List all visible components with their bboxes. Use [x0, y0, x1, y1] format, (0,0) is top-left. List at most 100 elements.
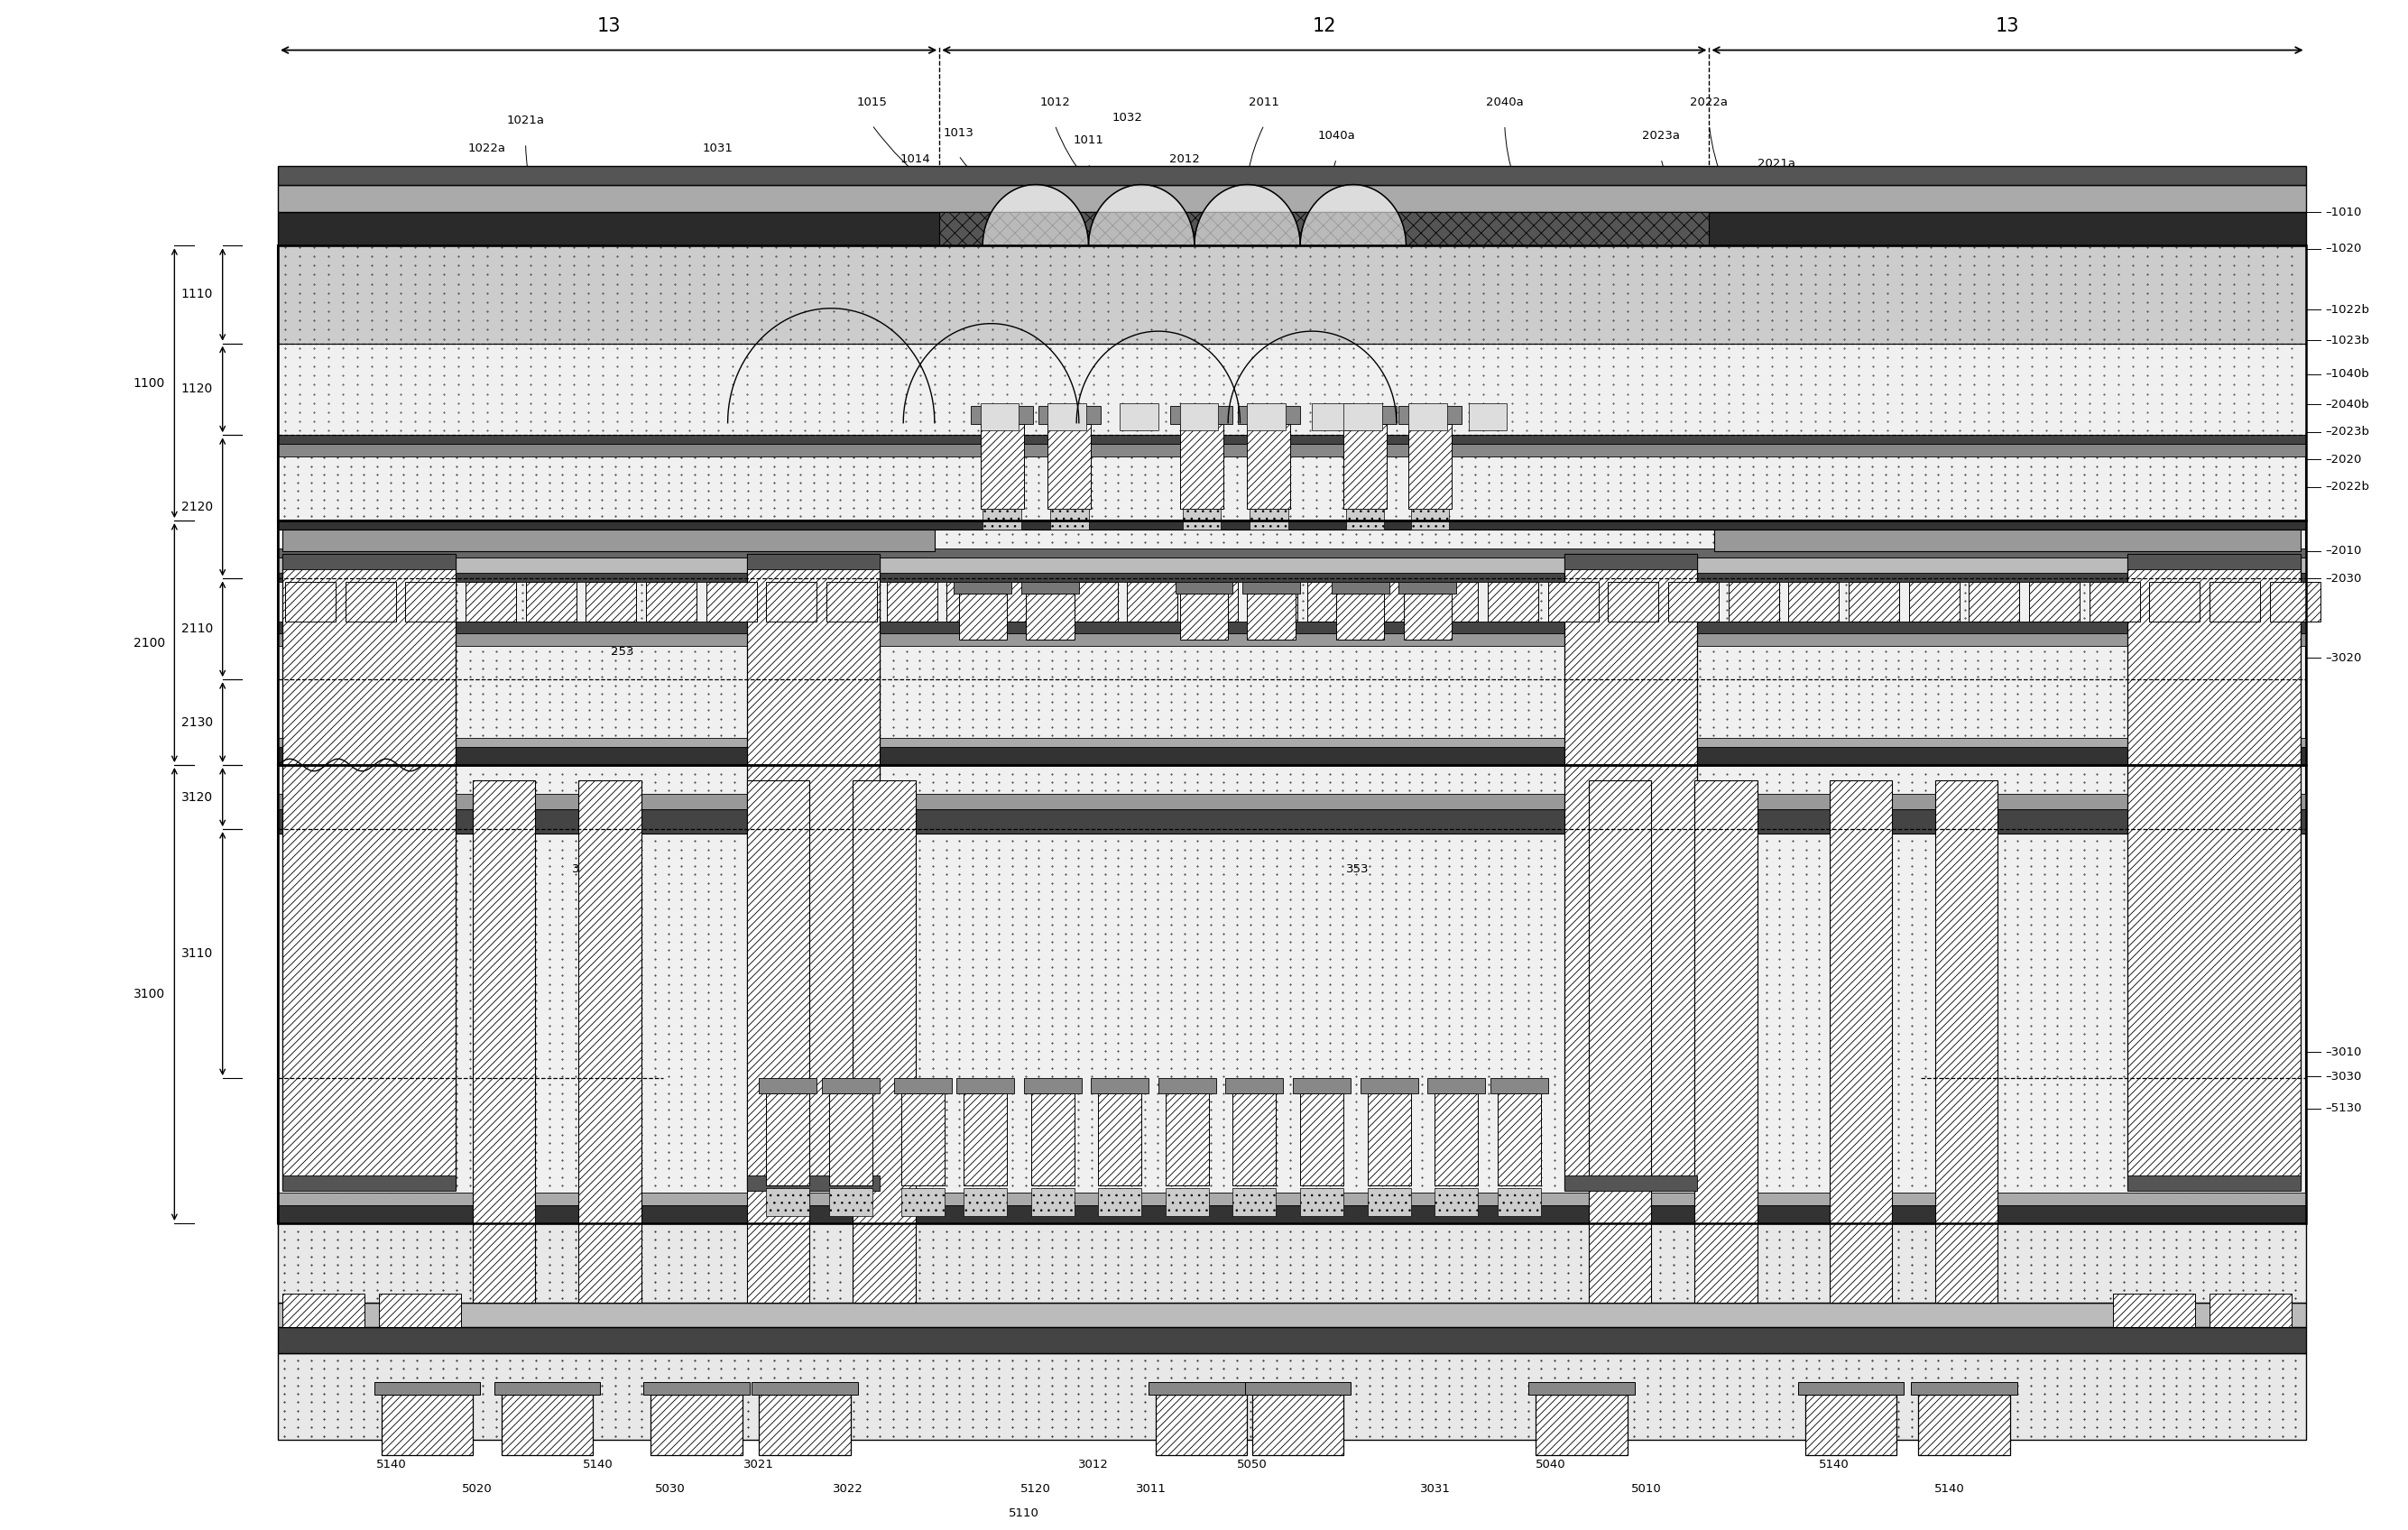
Text: 3011: 3011 — [1137, 1483, 1165, 1495]
Text: 1040a: 1040a — [1317, 130, 1356, 142]
Bar — [1799, 1382, 1905, 1394]
Bar — [494, 1382, 600, 1394]
Text: –2030: –2030 — [2326, 572, 2362, 584]
Bar — [1180, 424, 1223, 508]
Text: 1120: 1120 — [181, 382, 212, 396]
Bar — [277, 765, 2307, 1224]
Bar — [1344, 402, 1382, 430]
Polygon shape — [1300, 185, 1406, 246]
Bar — [1047, 402, 1086, 430]
Bar — [1919, 1394, 2011, 1455]
Bar — [821, 1079, 879, 1094]
Bar — [1548, 581, 1599, 621]
Bar — [2150, 581, 2201, 621]
Bar — [1409, 402, 1447, 430]
Bar — [373, 1382, 479, 1394]
Bar — [1332, 581, 1389, 594]
Bar — [2030, 581, 2081, 621]
Bar — [1300, 1094, 1344, 1186]
Text: 1014: 1014 — [901, 153, 929, 165]
Text: 3012: 3012 — [1079, 1458, 1108, 1470]
Text: 5010: 5010 — [1630, 1483, 1662, 1495]
Bar — [958, 594, 1007, 640]
Bar — [766, 1094, 809, 1186]
Bar — [1165, 1094, 1209, 1186]
Bar — [1158, 1079, 1216, 1094]
Bar — [1293, 1079, 1351, 1094]
Bar — [1165, 1189, 1209, 1216]
Bar — [585, 581, 636, 621]
Bar — [578, 780, 641, 1302]
Text: 353: 353 — [1346, 863, 1370, 875]
Bar — [901, 1094, 944, 1186]
Bar — [939, 213, 1710, 246]
Text: 355: 355 — [571, 863, 595, 875]
Bar — [893, 1079, 951, 1094]
Bar — [282, 1177, 455, 1192]
Text: –3010: –3010 — [2326, 1047, 2362, 1059]
Bar — [1170, 405, 1233, 424]
Bar — [1038, 405, 1100, 424]
Bar — [1529, 1382, 1635, 1394]
Text: –1010: –1010 — [2326, 207, 2362, 217]
Text: 1110: 1110 — [181, 288, 212, 301]
Polygon shape — [1088, 185, 1194, 246]
Text: 12: 12 — [1312, 17, 1336, 35]
Bar — [277, 167, 2307, 185]
Bar — [277, 444, 2307, 456]
Text: –5130: –5130 — [2326, 1103, 2362, 1114]
Bar — [282, 1293, 364, 1327]
Text: 5110: 5110 — [1009, 1507, 1038, 1519]
Bar — [277, 737, 2307, 747]
Text: 1023a: 1023a — [426, 170, 465, 182]
Bar — [1334, 405, 1397, 424]
Bar — [1912, 1382, 2018, 1394]
Bar — [277, 794, 2307, 809]
Bar — [1368, 1094, 1411, 1186]
Text: 2012: 2012 — [1170, 153, 1199, 165]
Bar — [344, 581, 395, 621]
Bar — [277, 1353, 2307, 1440]
Polygon shape — [982, 185, 1088, 246]
Text: 3120: 3120 — [181, 791, 212, 803]
Bar — [277, 435, 2307, 444]
Bar — [277, 572, 2307, 581]
Bar — [277, 213, 2307, 246]
Text: –2020: –2020 — [2326, 453, 2362, 465]
Bar — [465, 581, 515, 621]
Bar — [1488, 581, 1539, 621]
Text: 2022a: 2022a — [1690, 96, 1729, 109]
Text: 351: 351 — [1625, 838, 1649, 851]
Text: 1031: 1031 — [703, 142, 734, 155]
Text: 3022: 3022 — [833, 1483, 864, 1495]
Bar — [1498, 1189, 1541, 1216]
Text: 2120: 2120 — [181, 500, 212, 513]
Bar — [766, 581, 816, 621]
Bar — [759, 1394, 850, 1455]
Bar — [277, 520, 2307, 529]
Bar — [1565, 554, 1698, 569]
Bar — [2211, 1293, 2292, 1327]
Bar — [886, 581, 937, 621]
Bar — [1806, 1394, 1898, 1455]
Text: 3021: 3021 — [744, 1458, 775, 1470]
Bar — [1491, 1079, 1548, 1094]
Bar — [472, 780, 535, 1302]
Bar — [970, 405, 1033, 424]
Bar — [1849, 581, 1900, 621]
Bar — [963, 1189, 1007, 1216]
Bar — [1245, 1382, 1351, 1394]
Bar — [277, 1193, 2307, 1206]
Bar — [1609, 581, 1659, 621]
Polygon shape — [1194, 185, 1300, 246]
Bar — [1243, 581, 1300, 594]
Bar — [277, 621, 2307, 633]
Text: 13: 13 — [1996, 17, 2020, 35]
Bar — [277, 1327, 2307, 1353]
Text: 1032: 1032 — [1112, 112, 1141, 124]
Bar — [1399, 405, 1462, 424]
Bar — [277, 185, 2307, 213]
Text: 253: 253 — [609, 646, 633, 658]
Bar — [746, 1177, 879, 1192]
Bar — [1469, 402, 1507, 430]
